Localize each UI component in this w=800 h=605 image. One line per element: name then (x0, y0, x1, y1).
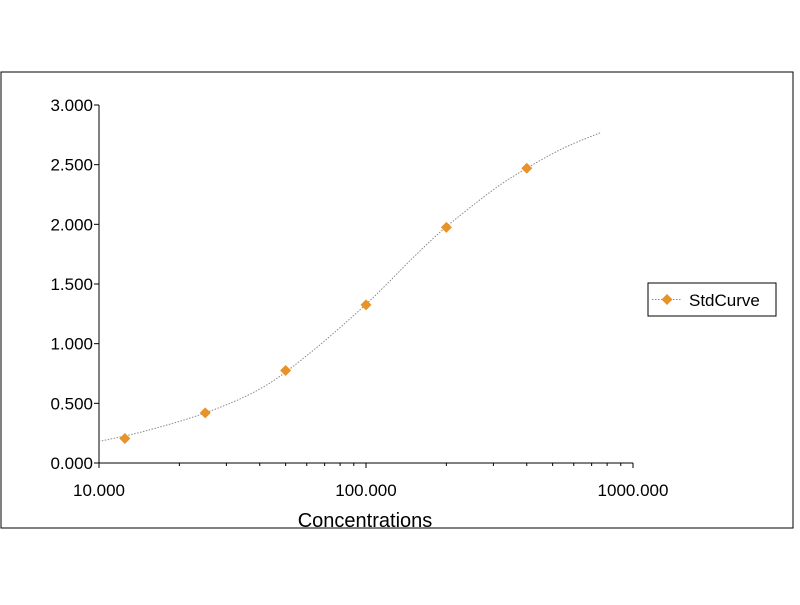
data-point-diamond (280, 365, 292, 377)
legend: StdCurve (647, 282, 777, 317)
data-point-diamond (440, 221, 452, 233)
y-tick-label: 0.500 (50, 394, 93, 413)
y-tick-label: 2.500 (50, 156, 93, 175)
data-point-diamond (360, 299, 372, 311)
y-tick-label: 1.000 (50, 335, 93, 354)
x-tick-label: 1000.000 (598, 481, 669, 500)
data-point-diamond (199, 407, 211, 419)
legend-marker-diamond (661, 294, 673, 305)
legend-label: StdCurve (689, 291, 760, 310)
fit-curve-layer (98, 131, 602, 442)
data-point-diamond (119, 433, 131, 445)
fit-curve (98, 131, 602, 442)
data-point-diamond (521, 162, 533, 174)
y-tick-label: 0.000 (50, 454, 93, 473)
axes: 0.000 0.500 1.000 1.500 2.000 2.500 3.000 10.00… (50, 96, 668, 500)
y-tick-label: 2.000 (50, 215, 93, 234)
data-points-layer (119, 162, 533, 445)
y-tick-label: 3.000 (50, 96, 93, 115)
x-axis-label: Concentrations (298, 510, 433, 532)
x-tick-label: 100.000 (335, 481, 396, 500)
x-tick-label: 10.000 (73, 481, 125, 500)
y-tick-label: 1.500 (50, 275, 93, 294)
